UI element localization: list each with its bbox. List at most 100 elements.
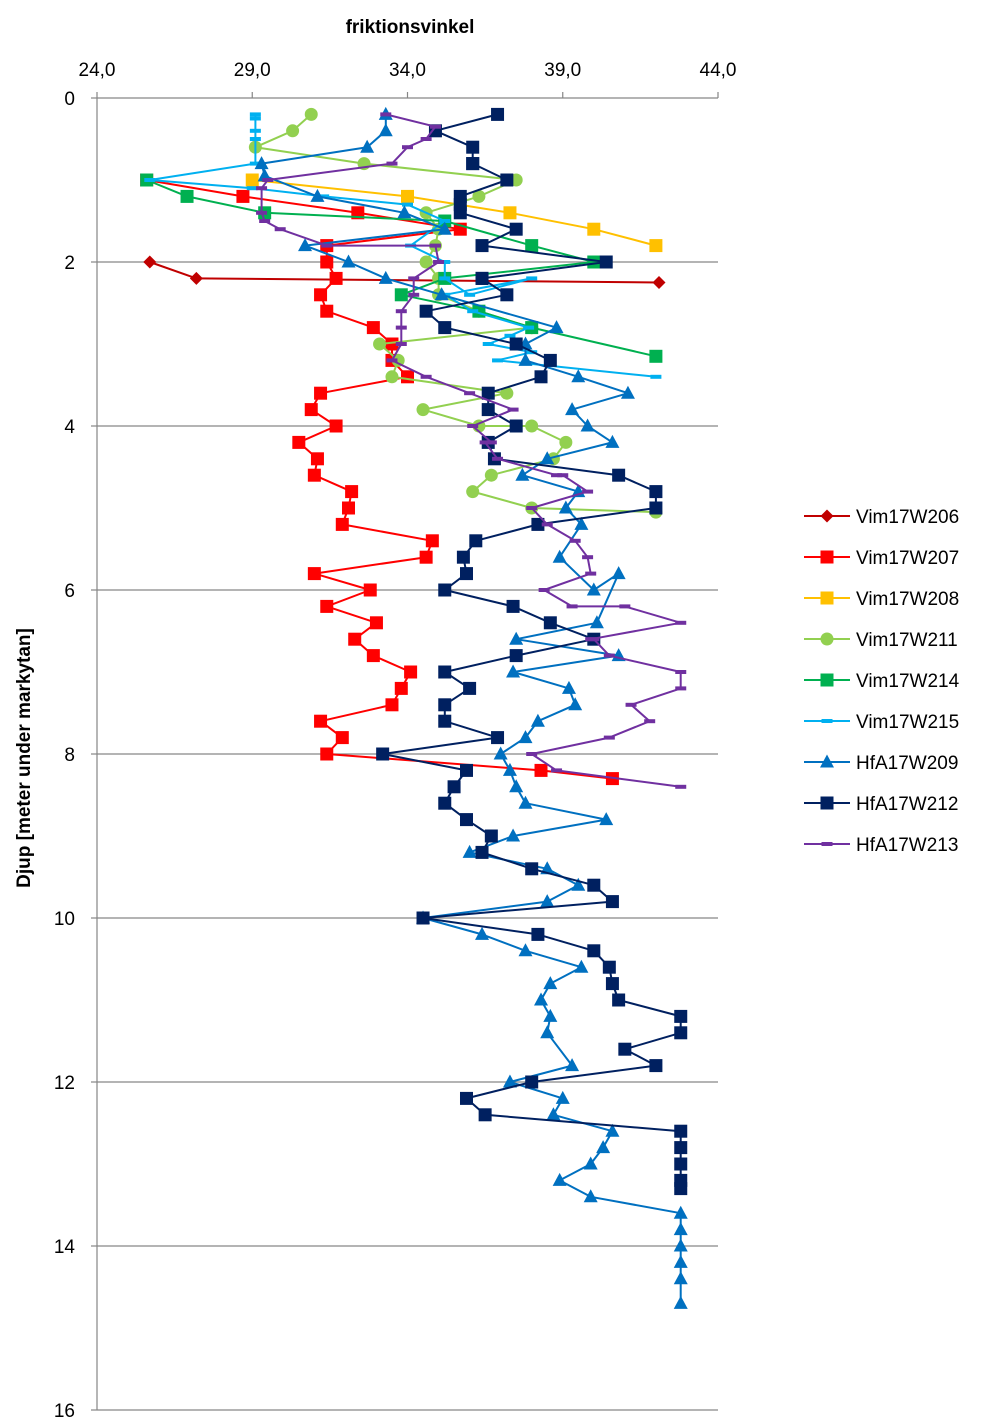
data-point [416,911,430,925]
data-point [561,680,576,694]
data-point [583,1156,598,1170]
legend-marker [820,632,834,646]
data-point [540,1025,555,1039]
data-point [453,206,467,220]
legend-marker [820,796,834,810]
data-point [531,927,545,941]
data-point [397,205,412,219]
y-tick-label: 4 [64,417,75,438]
data-point [360,139,375,153]
data-point [369,616,383,630]
data-point [378,123,393,137]
data-point [482,342,494,346]
data-point [543,616,557,630]
data-point [342,501,356,515]
data-point [605,1123,620,1137]
data-point [582,489,594,494]
data-point [256,210,268,215]
y-tick-label: 16 [54,1401,75,1421]
data-point [274,227,286,232]
data-point [437,221,452,235]
data-point [491,731,505,745]
legend-item: Vim17W214 [804,671,960,692]
data-point [348,632,362,646]
data-point [478,1108,492,1122]
data-point [540,894,555,908]
data-point [386,358,398,363]
data-point [568,697,583,711]
data-point [438,796,452,810]
data-point [189,271,203,285]
data-point [555,1090,570,1104]
legend-label: Vim17W206 [856,507,959,528]
legend-item: HfA17W213 [804,835,958,856]
data-point [420,137,432,141]
legend-marker [821,842,833,846]
data-point [464,391,476,396]
data-point [475,271,489,285]
data-point [307,567,321,581]
data-point [673,1271,688,1285]
data-point [262,178,274,182]
data-point [314,386,328,400]
data-point [674,1009,688,1023]
data-point [569,538,581,543]
data-point [320,255,334,269]
data-point [589,615,604,629]
data-point [571,877,586,891]
data-point [304,403,318,417]
y-tick-label: 12 [54,1073,75,1094]
data-point [566,604,578,609]
gridlines [97,261,718,1411]
data-point [363,583,377,597]
data-point [675,670,687,674]
data-point [612,993,626,1007]
data-point [552,1172,567,1186]
data-point [408,276,420,281]
data-point [586,582,601,596]
legend-marker [820,550,834,564]
data-point [500,288,514,302]
legend-label: HfA17W212 [856,794,958,815]
x-tick-label: 44,0 [700,60,737,81]
data-point [518,352,533,366]
data-point [515,467,530,481]
y-tick-label: 10 [54,909,75,930]
y-tick-label: 14 [54,1237,76,1258]
legend-item: Vim17W207 [804,548,959,569]
data-point [298,238,313,252]
y-tick-label: 0 [64,89,75,110]
data-point [506,828,521,842]
axes: 0 2 4 6 8 10 12 14 16 24,0 29,0 34,0 39,0 44,0 [54,60,737,1421]
data-point [509,337,523,351]
data-point [503,206,517,220]
data-point [493,746,508,760]
data-point [329,271,343,285]
data-point [395,325,407,330]
data-point [318,194,330,199]
data-point [518,730,533,744]
data-point [596,1140,611,1154]
data-point [438,665,452,679]
data-point [249,116,261,121]
data-point [366,649,380,663]
data-point [475,239,489,253]
data-point [509,222,523,236]
data-point [286,124,300,138]
data-point [462,844,477,858]
data-point [386,161,398,166]
x-tick-label: 24,0 [79,60,116,81]
legend-label: Vim17W207 [856,548,959,569]
data-point [463,681,477,695]
data-point [559,435,573,449]
data-point [485,440,497,445]
data-point [492,358,504,363]
data-point [394,288,408,302]
data-point [526,506,538,510]
series-Vim17W207 [140,173,619,786]
data-point [395,342,407,346]
data-point [475,926,490,940]
data-point [416,403,430,417]
x-tick-label: 34,0 [389,60,426,81]
